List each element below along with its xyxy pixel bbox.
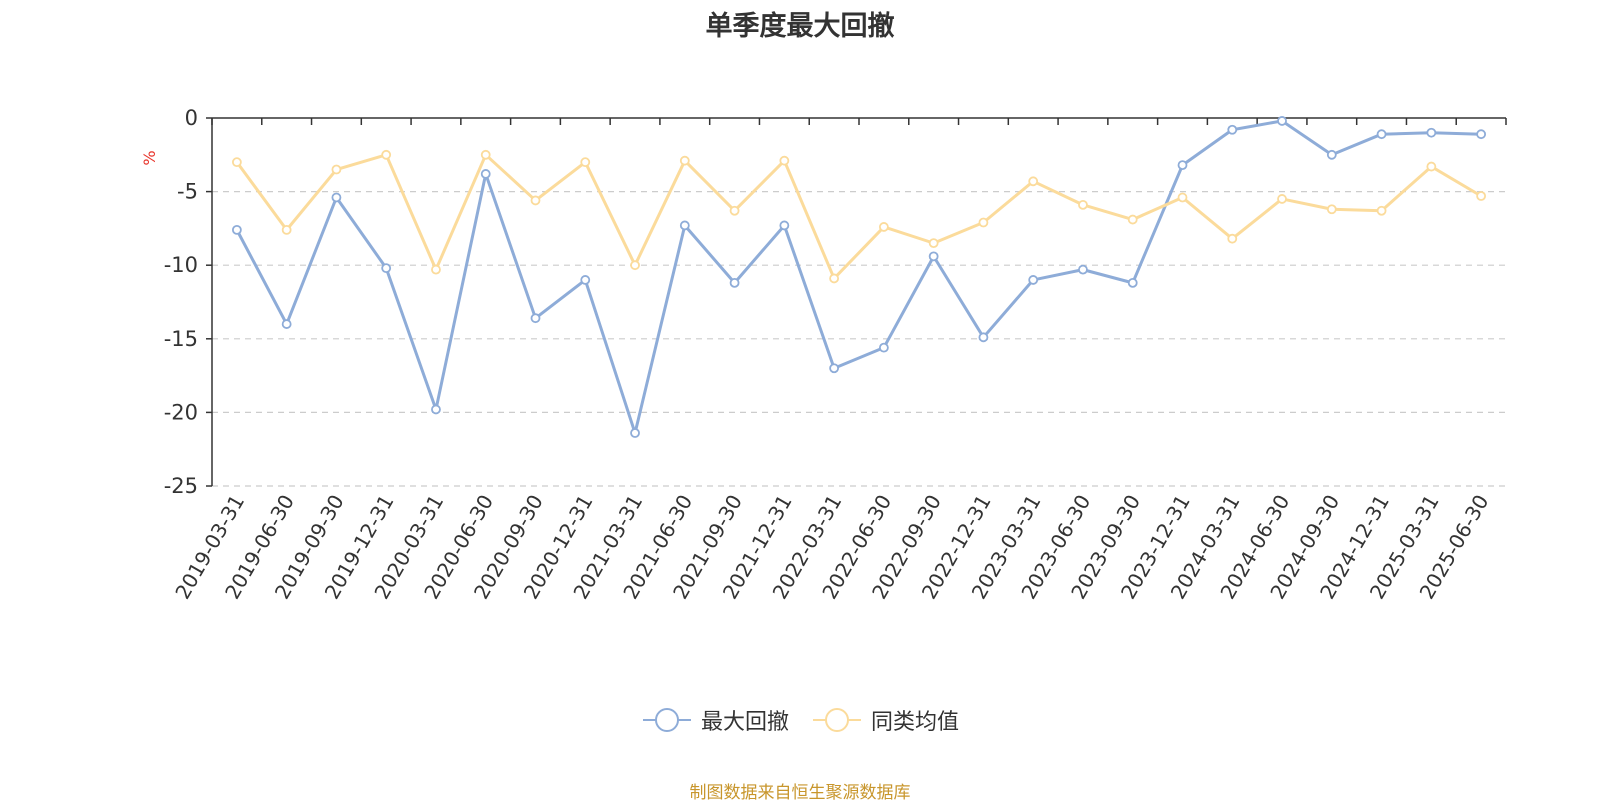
data-point[interactable] xyxy=(1227,233,1238,244)
data-point[interactable] xyxy=(928,251,939,262)
chart-title: 单季度最大回撤 xyxy=(705,11,895,42)
legend-label-peer-average: 同类均值 xyxy=(871,710,960,735)
data-point[interactable] xyxy=(679,155,690,166)
legend: 最大回撤 同类均值 xyxy=(0,704,1600,736)
data-point[interactable] xyxy=(580,157,591,168)
data-point[interactable] xyxy=(1227,124,1238,135)
legend-label-drawdown: 最大回撤 xyxy=(700,710,789,735)
legend-item-peer-average[interactable]: 同类均值 xyxy=(811,704,959,736)
data-point[interactable] xyxy=(630,260,640,271)
data-point[interactable] xyxy=(530,313,541,324)
series-line xyxy=(235,119,1482,435)
legend-item-drawdown[interactable]: 最大回撤 xyxy=(641,704,789,736)
data-point[interactable] xyxy=(530,195,541,206)
data-point[interactable] xyxy=(1476,191,1487,201)
data-point[interactable] xyxy=(281,224,292,235)
data-point[interactable] xyxy=(1476,129,1487,140)
data-point[interactable] xyxy=(1426,161,1437,172)
data-point[interactable] xyxy=(978,332,989,343)
data-point[interactable] xyxy=(630,428,640,438)
data-point[interactable] xyxy=(1028,275,1039,285)
data-point[interactable] xyxy=(1078,199,1088,210)
data-point[interactable] xyxy=(679,220,690,231)
data-point[interactable] xyxy=(1277,116,1287,126)
series-layer xyxy=(231,116,1487,438)
y-tick-label: -5 xyxy=(177,180,198,204)
data-point[interactable] xyxy=(580,275,591,285)
y-tick-label: -25 xyxy=(164,474,198,498)
data-point[interactable] xyxy=(1127,214,1138,225)
data-point[interactable] xyxy=(1426,127,1437,138)
series-1 xyxy=(231,149,1487,284)
data-point[interactable] xyxy=(1376,129,1387,140)
data-point[interactable] xyxy=(779,155,790,166)
line-chart: 0-5-10-15-20-25%2019-03-312019-06-302019… xyxy=(140,106,1507,603)
series-0 xyxy=(231,116,1487,438)
data-point[interactable] xyxy=(878,222,889,232)
series-line xyxy=(235,153,1482,280)
data-point[interactable] xyxy=(431,264,441,275)
data-point[interactable] xyxy=(231,224,242,235)
data-point[interactable] xyxy=(331,192,342,203)
y-tick-label: -15 xyxy=(164,327,198,351)
legend-swatch-drawdown-icon xyxy=(642,708,691,732)
data-point[interactable] xyxy=(729,205,740,216)
data-point[interactable] xyxy=(381,263,392,274)
data-point[interactable] xyxy=(878,342,889,353)
data-point[interactable] xyxy=(1326,149,1337,160)
data-point[interactable] xyxy=(431,404,441,415)
axes: 0-5-10-15-20-25%2019-03-312019-06-302019… xyxy=(140,106,1507,603)
data-point[interactable] xyxy=(729,277,740,288)
data-point[interactable] xyxy=(1078,264,1088,275)
data-point[interactable] xyxy=(1376,205,1387,216)
legend-swatch-peer-average-icon xyxy=(813,708,861,732)
data-point[interactable] xyxy=(779,220,790,231)
data-point[interactable] xyxy=(1177,160,1188,171)
y-tick-label: -20 xyxy=(164,400,198,424)
data-point[interactable] xyxy=(381,149,392,160)
data-point[interactable] xyxy=(480,169,491,179)
y-tick-label: -10 xyxy=(164,253,198,277)
y-axis-label: % xyxy=(140,150,159,165)
data-point[interactable] xyxy=(331,164,342,175)
data-point[interactable] xyxy=(1127,277,1138,288)
source-note: 制图数据来自恒生聚源数据库 xyxy=(689,783,911,803)
data-point[interactable] xyxy=(1028,176,1039,187)
data-point[interactable] xyxy=(281,319,292,329)
data-point[interactable] xyxy=(1277,194,1287,204)
data-point[interactable] xyxy=(1177,192,1188,203)
data-point[interactable] xyxy=(829,273,840,284)
y-tick-label: 0 xyxy=(185,106,198,130)
data-point[interactable] xyxy=(1326,204,1337,215)
data-point[interactable] xyxy=(978,217,989,228)
grid-lines xyxy=(212,191,1506,487)
data-point[interactable] xyxy=(928,238,939,249)
data-point[interactable] xyxy=(829,363,840,374)
data-point[interactable] xyxy=(480,149,491,160)
data-point[interactable] xyxy=(231,157,242,168)
